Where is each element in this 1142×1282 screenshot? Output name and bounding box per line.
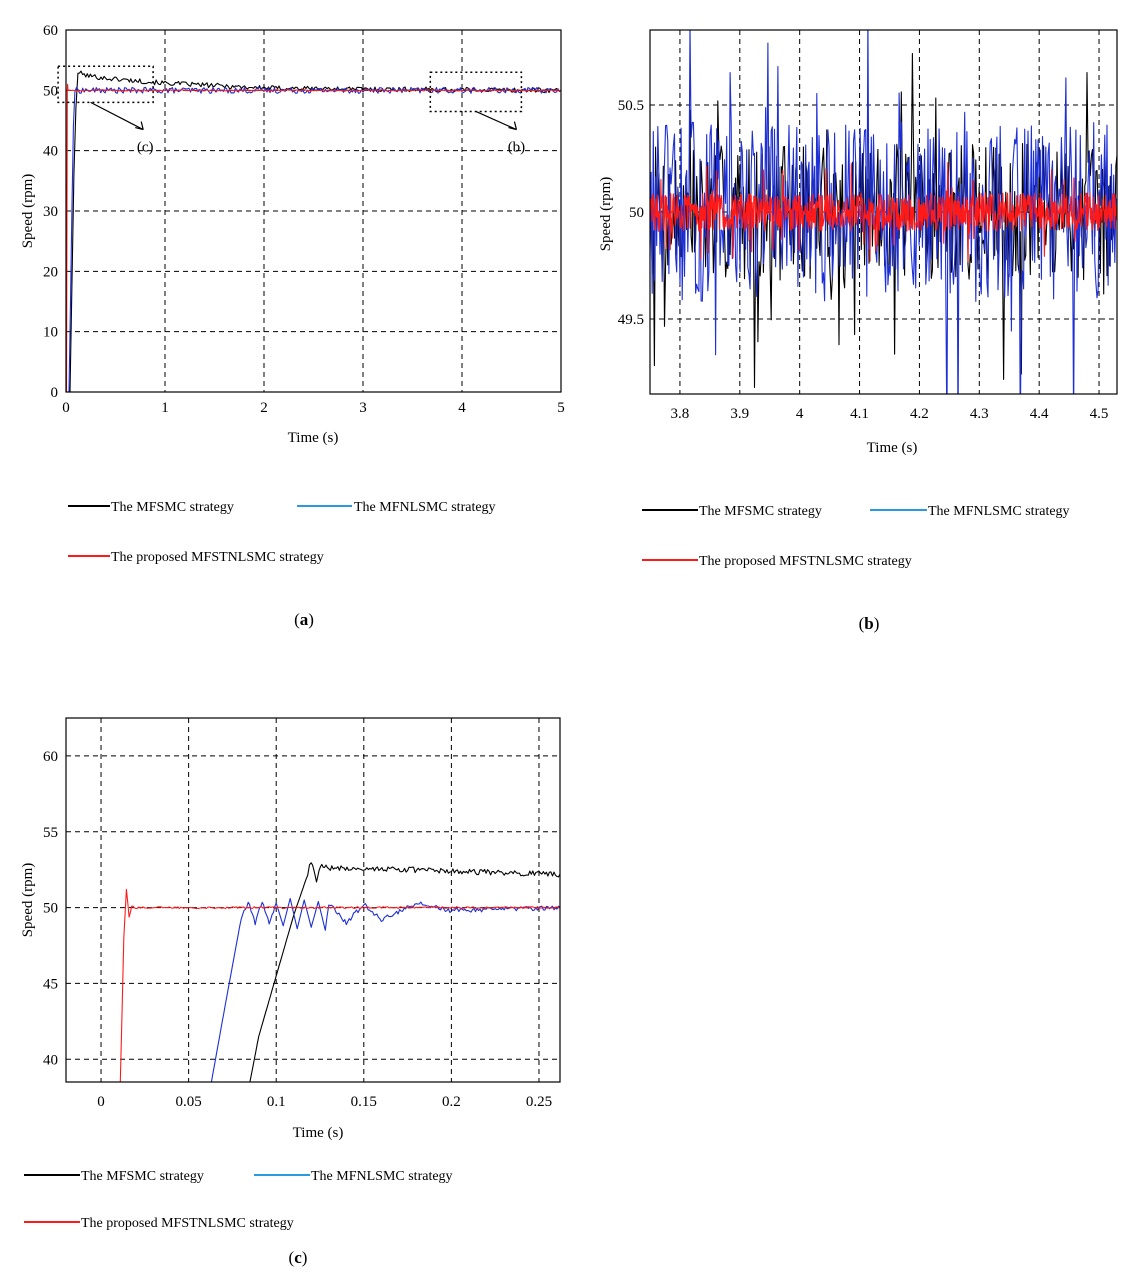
x-tick-label: 0.25 [526, 1094, 552, 1110]
y-tick-label: 60 [43, 749, 58, 765]
y-tick-label: 10 [43, 325, 58, 341]
y-tick-label: 50 [43, 83, 58, 99]
x-tick-label: 4.1 [850, 406, 869, 422]
series-proposed [65, 83, 562, 393]
x-tick-label: 0.1 [267, 1094, 286, 1110]
x-tick-label: 1 [161, 400, 169, 416]
x-tick-label: 3.9 [730, 406, 749, 422]
y-tick-label: 0 [51, 385, 59, 401]
legend-c-mfnlsmc-label: The MFNLSMC strategy [311, 1169, 453, 1184]
zoom-label: (c) [137, 140, 154, 156]
panel-c-xlabel: Time (s) [293, 1125, 344, 1141]
panel-c: 0 0.05 0.1 0.15 0.2 0.25 40 45 50 55 60 Time (s) S… [20, 717, 561, 1267]
panel-a-ylabel: Speed (rpm) [20, 174, 36, 249]
y-tick-label: 30 [43, 204, 58, 220]
panel-b-legend: The MFSMC strategy The MFNLSMC strategy … [642, 504, 1070, 569]
y-tick-label: 40 [43, 1052, 58, 1068]
y-tick-label: 45 [43, 976, 58, 992]
x-tick-label: 0.2 [442, 1094, 461, 1110]
x-tick-label: 4.3 [970, 406, 989, 422]
y-tick-label: 49.5 [618, 312, 644, 328]
series-proposed [650, 162, 1117, 263]
panel-b-ticks: 3.8 3.9 4 4.1 4.2 4.3 4.4 4.5 49.5 50 50.5 [618, 98, 1109, 422]
y-tick-label: 40 [43, 144, 58, 160]
y-tick-label: 50 [629, 205, 644, 221]
x-tick-label: 4.4 [1030, 406, 1049, 422]
zoom-arrow [475, 110, 517, 131]
zoom-box [57, 65, 154, 104]
panel-c-legend: The MFSMC strategy The MFNLSMC strategy … [24, 1169, 453, 1231]
zoom-arrowhead [508, 121, 518, 131]
panel-b-ylabel: Speed (rpm) [598, 177, 614, 252]
panel-b-xlabel: Time (s) [867, 440, 918, 456]
y-tick-label: 50 [43, 901, 58, 917]
y-tick-label: 50.5 [618, 98, 644, 114]
series-mfsmc [66, 70, 562, 393]
panel-a-annotations: (c) (b) [57, 65, 526, 156]
legend-a-mfnlsmc-label: The MFNLSMC strategy [354, 500, 496, 515]
panel-c-series [119, 862, 560, 1082]
y-tick-label: 60 [43, 23, 58, 39]
y-tick-label: 20 [43, 264, 58, 280]
legend-c-proposed-label: The proposed MFSTNLSMC strategy [81, 1216, 294, 1231]
series-mfsmc [249, 862, 560, 1082]
caption-b-letter: b [864, 614, 873, 633]
caption-c-letter: c [294, 1248, 302, 1267]
panel-a-legend: The MFSMC strategy The MFNLSMC strategy … [68, 500, 496, 565]
x-tick-label: 4.2 [910, 406, 929, 422]
y-tick-label: 55 [43, 825, 58, 841]
panel-a-series [65, 70, 562, 393]
series-mfnlsmc [650, 30, 1117, 394]
zoom-arrow [90, 101, 144, 131]
x-tick-label: 4.5 [1090, 406, 1109, 422]
series-proposed [119, 888, 560, 1082]
x-tick-label: 2 [260, 400, 268, 416]
panel-b-series [650, 30, 1117, 394]
x-tick-label: 4 [796, 406, 804, 422]
panel-c-frame [65, 717, 561, 1083]
x-tick-label: 4 [458, 400, 466, 416]
zoom-arrowhead [135, 121, 144, 131]
x-tick-label: 0.15 [351, 1094, 377, 1110]
legend-b-proposed-label: The proposed MFSTNLSMC strategy [699, 554, 912, 569]
legend-b-mfsmc-label: The MFSMC strategy [699, 504, 822, 519]
zoom-box [429, 71, 523, 113]
x-tick-label: 3 [359, 400, 367, 416]
panel-c-ylabel: Speed (rpm) [20, 863, 36, 938]
panel-c-grid [66, 718, 560, 1082]
caption-c: (c) [289, 1248, 308, 1267]
caption-a-letter: a [300, 610, 309, 629]
legend-a-proposed-label: The proposed MFSTNLSMC strategy [111, 550, 324, 565]
x-tick-label: 5 [557, 400, 565, 416]
panel-a-frame [65, 29, 562, 393]
panel-b-frame [649, 29, 1118, 395]
caption-a: (a) [294, 610, 314, 629]
x-tick-label: 3.8 [671, 406, 690, 422]
x-tick-label: 0.05 [175, 1094, 201, 1110]
legend-a-mfsmc-label: The MFSMC strategy [111, 500, 234, 515]
legend-b-mfnlsmc-label: The MFNLSMC strategy [928, 504, 1070, 519]
legend-c-mfsmc-label: The MFSMC strategy [81, 1169, 204, 1184]
panel-c-ticks: 0 0.05 0.1 0.15 0.2 0.25 40 45 50 55 60 [43, 749, 552, 1110]
panel-a-grid [66, 30, 561, 392]
series-mfnlsmc [210, 897, 560, 1082]
caption-b: (b) [859, 614, 880, 633]
panel-a-xlabel: Time (s) [288, 430, 339, 446]
panel-b: 3.8 3.9 4 4.1 4.2 4.3 4.4 4.5 49.5 50 50.5 Time (s… [598, 29, 1118, 633]
zoom-label: (b) [508, 140, 526, 156]
x-tick-label: 0 [97, 1094, 105, 1110]
x-tick-label: 0 [62, 400, 70, 416]
series-mfnlsmc [66, 86, 562, 393]
